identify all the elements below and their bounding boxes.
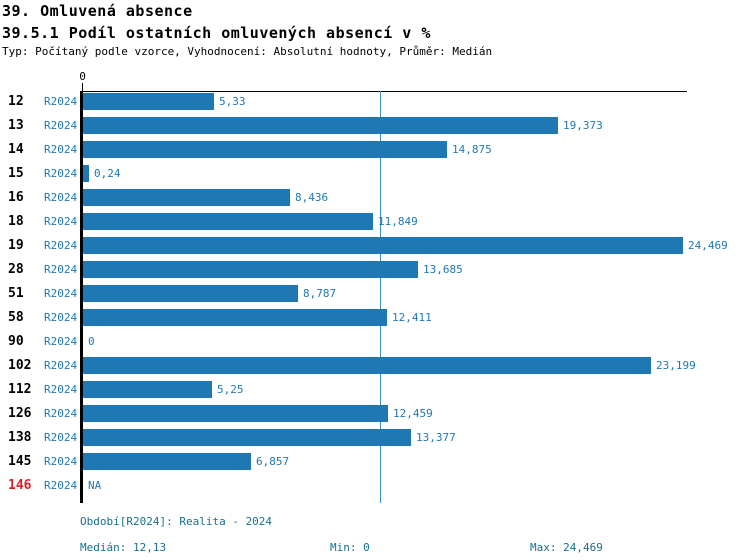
row-category-label: 90: [8, 334, 24, 349]
row-series-label: R2024: [44, 191, 78, 204]
row-category-label: 19: [8, 238, 24, 253]
row-series-label: R2024: [44, 479, 78, 492]
median-reference-line: [380, 91, 381, 503]
bar-value-label: 8,787: [303, 287, 337, 300]
row-category-label: 112: [8, 382, 32, 397]
row-series-label: R2024: [44, 95, 78, 108]
row-series-label: R2024: [44, 239, 78, 252]
bar-value-label: 5,33: [219, 95, 246, 108]
chart-meta-line: Typ: Počítaný podle vzorce, Vyhodnocení:…: [2, 45, 493, 58]
chart-row: 126 R2024 12,459: [0, 405, 750, 429]
row-series-label: R2024: [44, 119, 78, 132]
row-category-label: 126: [8, 406, 32, 421]
bar-value-label: 14,875: [452, 143, 492, 156]
footer-period: Období[R2024]: Realita - 2024: [80, 515, 273, 528]
chart-row: 138 R2024 13,377: [0, 429, 750, 453]
bar: [83, 405, 388, 422]
chart-row: 112 R2024 5,25: [0, 381, 750, 405]
page-title: 39. Omluvená absence: [2, 2, 193, 20]
chart-row: 90 R2024 0: [0, 333, 750, 357]
x-axis-tick-mark: [82, 83, 83, 91]
bar: [83, 213, 373, 230]
y-axis-line: [80, 91, 83, 503]
bar-value-label: 11,849: [378, 215, 418, 228]
row-series-label: R2024: [44, 431, 78, 444]
chart-title: 39.5.1 Podíl ostatních omluvených absenc…: [2, 24, 431, 42]
bar-value-label: 6,857: [256, 455, 290, 468]
chart-row: 13 R2024 19,373: [0, 117, 750, 141]
footer-max: Max: 24,469: [530, 541, 603, 554]
chart-row: 16 R2024 8,436: [0, 189, 750, 213]
bar-value-label: 12,459: [393, 407, 433, 420]
chart-row: 18 R2024 11,849: [0, 213, 750, 237]
bar: [83, 309, 387, 326]
bar-value-label: 0: [88, 335, 95, 348]
bar: [83, 237, 683, 254]
bar-value-label: 8,436: [295, 191, 329, 204]
chart-row: 51 R2024 8,787: [0, 285, 750, 309]
row-series-label: R2024: [44, 263, 78, 276]
bar-value-label: 19,373: [563, 119, 603, 132]
x-axis-line: [82, 91, 687, 92]
chart-row: 28 R2024 13,685: [0, 261, 750, 285]
row-category-label: 28: [8, 262, 24, 277]
chart-row: 14 R2024 14,875: [0, 141, 750, 165]
bar: [83, 117, 558, 134]
row-series-label: R2024: [44, 407, 78, 420]
bar: [83, 429, 411, 446]
row-category-label: 14: [8, 142, 24, 157]
bar-value-label: 12,411: [392, 311, 432, 324]
row-category-label: 51: [8, 286, 24, 301]
row-category-label: 138: [8, 430, 32, 445]
row-category-label: 15: [8, 166, 24, 181]
row-series-label: R2024: [44, 335, 78, 348]
chart-row: 58 R2024 12,411: [0, 309, 750, 333]
bar-value-label: 13,685: [423, 263, 463, 276]
chart-row: 145 R2024 6,857: [0, 453, 750, 477]
row-category-label: 145: [8, 454, 32, 469]
bar: [83, 357, 651, 374]
chart-row: 15 R2024 0,24: [0, 165, 750, 189]
x-axis-tick-label-zero: 0: [79, 70, 86, 83]
bar-value-label: NA: [88, 479, 102, 492]
bar-value-label: 5,25: [217, 383, 244, 396]
row-series-label: R2024: [44, 359, 78, 372]
bar: [83, 261, 418, 278]
row-series-label: R2024: [44, 215, 78, 228]
bar-value-label: 13,377: [416, 431, 456, 444]
row-category-label: 18: [8, 214, 24, 229]
bar: [83, 453, 251, 470]
row-series-label: R2024: [44, 311, 78, 324]
bar: [83, 165, 89, 182]
chart-row: 146 R2024 NA: [0, 477, 750, 501]
row-series-label: R2024: [44, 143, 78, 156]
row-category-label: 102: [8, 358, 32, 373]
bar-value-label: 23,199: [656, 359, 696, 372]
bar: [83, 93, 214, 110]
chart-row: 12 R2024 5,33: [0, 93, 750, 117]
bar: [83, 141, 447, 158]
bar-value-label: 24,469: [688, 239, 728, 252]
row-series-label: R2024: [44, 287, 78, 300]
row-series-label: R2024: [44, 455, 78, 468]
footer-median: Medián: 12,13: [80, 541, 167, 554]
bar-value-label: 0,24: [94, 167, 121, 180]
bar: [83, 285, 298, 302]
footer-min: Min: 0: [330, 541, 370, 554]
row-series-label: R2024: [44, 167, 78, 180]
row-category-label: 16: [8, 190, 24, 205]
row-category-label: 146: [8, 478, 32, 493]
row-category-label: 58: [8, 310, 24, 325]
row-series-label: R2024: [44, 383, 78, 396]
chart-row: 19 R2024 24,469: [0, 237, 750, 261]
row-category-label: 13: [8, 118, 24, 133]
bar: [83, 381, 212, 398]
row-category-label: 12: [8, 94, 24, 109]
chart-row: 102 R2024 23,199: [0, 357, 750, 381]
bar: [83, 189, 290, 206]
